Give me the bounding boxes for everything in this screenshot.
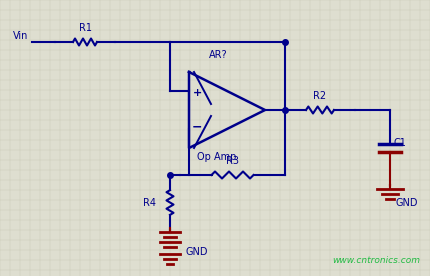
Text: R1: R1 [79, 23, 92, 33]
Text: R3: R3 [226, 156, 239, 166]
Text: Op Amp: Op Amp [197, 152, 236, 162]
Text: C1: C1 [394, 137, 407, 147]
Text: +: + [192, 88, 202, 98]
Text: GND: GND [395, 198, 418, 208]
Text: −: − [192, 121, 202, 134]
Text: GND: GND [185, 247, 208, 257]
Text: Vin: Vin [13, 31, 28, 41]
Text: www.cntronics.com: www.cntronics.com [332, 256, 420, 265]
Text: R2: R2 [313, 91, 326, 101]
Text: R4: R4 [143, 198, 156, 208]
Text: AR?: AR? [209, 50, 227, 60]
